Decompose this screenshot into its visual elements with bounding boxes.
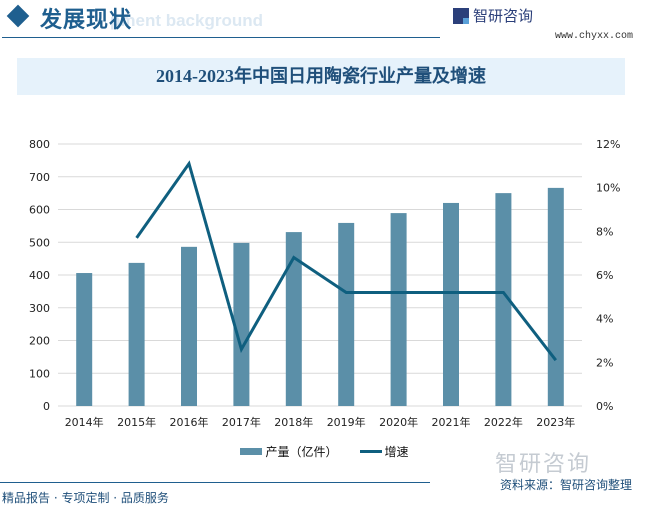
- logo-text: 智研咨询: [473, 7, 534, 25]
- y-left-tick-label: 400: [29, 269, 50, 282]
- bar-2017年: [233, 242, 250, 406]
- y-right-tick-label: 12%: [596, 138, 620, 151]
- chart-title-band: [17, 58, 625, 95]
- footer-slogan: 精品报告 · 专项定制 · 品质服务: [2, 491, 169, 505]
- y-left-tick-label: 700: [29, 171, 50, 184]
- logo-icon: [453, 7, 469, 24]
- legend: 产量（亿件） 增速: [0, 443, 649, 460]
- y-left-tick-label: 800: [29, 138, 50, 151]
- legend-label: 产量（亿件）: [265, 445, 338, 459]
- y-left-tick-label: 600: [29, 204, 50, 217]
- x-tick-label: 2017年: [222, 415, 261, 429]
- bar-2022年: [495, 193, 512, 406]
- watermark-logo: 智研咨询: [495, 452, 592, 477]
- y-left-tick-label: 0: [43, 400, 50, 413]
- bar-2021年: [443, 202, 459, 406]
- footer-divider: [0, 482, 430, 483]
- bar-2019年: [338, 222, 355, 406]
- y-right-tick-label: 6%: [596, 269, 613, 282]
- legend-item-production: 产量（亿件）: [240, 443, 338, 460]
- bar-2014年: [76, 273, 93, 406]
- bar-2020年: [390, 213, 407, 406]
- x-tick-label: 2015年: [117, 415, 156, 429]
- header-background-text: pment background: [110, 11, 264, 30]
- x-tick-label: 2023年: [536, 415, 575, 429]
- x-tick-label: 2014年: [65, 415, 104, 429]
- header-divider: [2, 37, 440, 38]
- x-tick-label: 2021年: [432, 415, 471, 429]
- y-left-tick-label: 200: [29, 335, 50, 348]
- brand-logo: 智研咨询: [453, 5, 533, 26]
- y-right-tick-label: 2%: [596, 356, 613, 369]
- y-right-tick-label: 10%: [596, 182, 620, 195]
- x-tick-label: 2020年: [379, 415, 418, 429]
- x-tick-label: 2022年: [484, 415, 523, 429]
- section-title: 发展现状: [40, 8, 133, 33]
- legend-item-growth: 增速: [359, 443, 409, 460]
- bar-2018年: [285, 232, 302, 406]
- legend-line-swatch: [359, 450, 382, 453]
- chart-title: 2014-2023年中国日用陶瓷行业产量及增速: [156, 66, 486, 86]
- x-tick-label: 2018年: [274, 415, 313, 429]
- legend-label: 增速: [384, 445, 409, 459]
- y-left-tick-label: 500: [29, 236, 50, 249]
- site-url: www.chyxx.com: [555, 31, 634, 42]
- data-source: 资料来源：智研咨询整理: [500, 478, 633, 492]
- legend-bar-swatch: [240, 448, 263, 455]
- y-right-tick-label: 4%: [596, 313, 613, 326]
- y-left-tick-label: 300: [29, 302, 50, 315]
- bar-2016年: [181, 246, 197, 406]
- x-tick-label: 2019年: [327, 415, 366, 429]
- bar-2023年: [547, 187, 564, 406]
- bar-2015年: [128, 262, 145, 406]
- y-right-tick-label: 0%: [596, 400, 613, 413]
- y-left-tick-label: 100: [29, 367, 50, 380]
- y-right-tick-label: 8%: [596, 225, 613, 238]
- x-tick-label: 2016年: [170, 415, 209, 429]
